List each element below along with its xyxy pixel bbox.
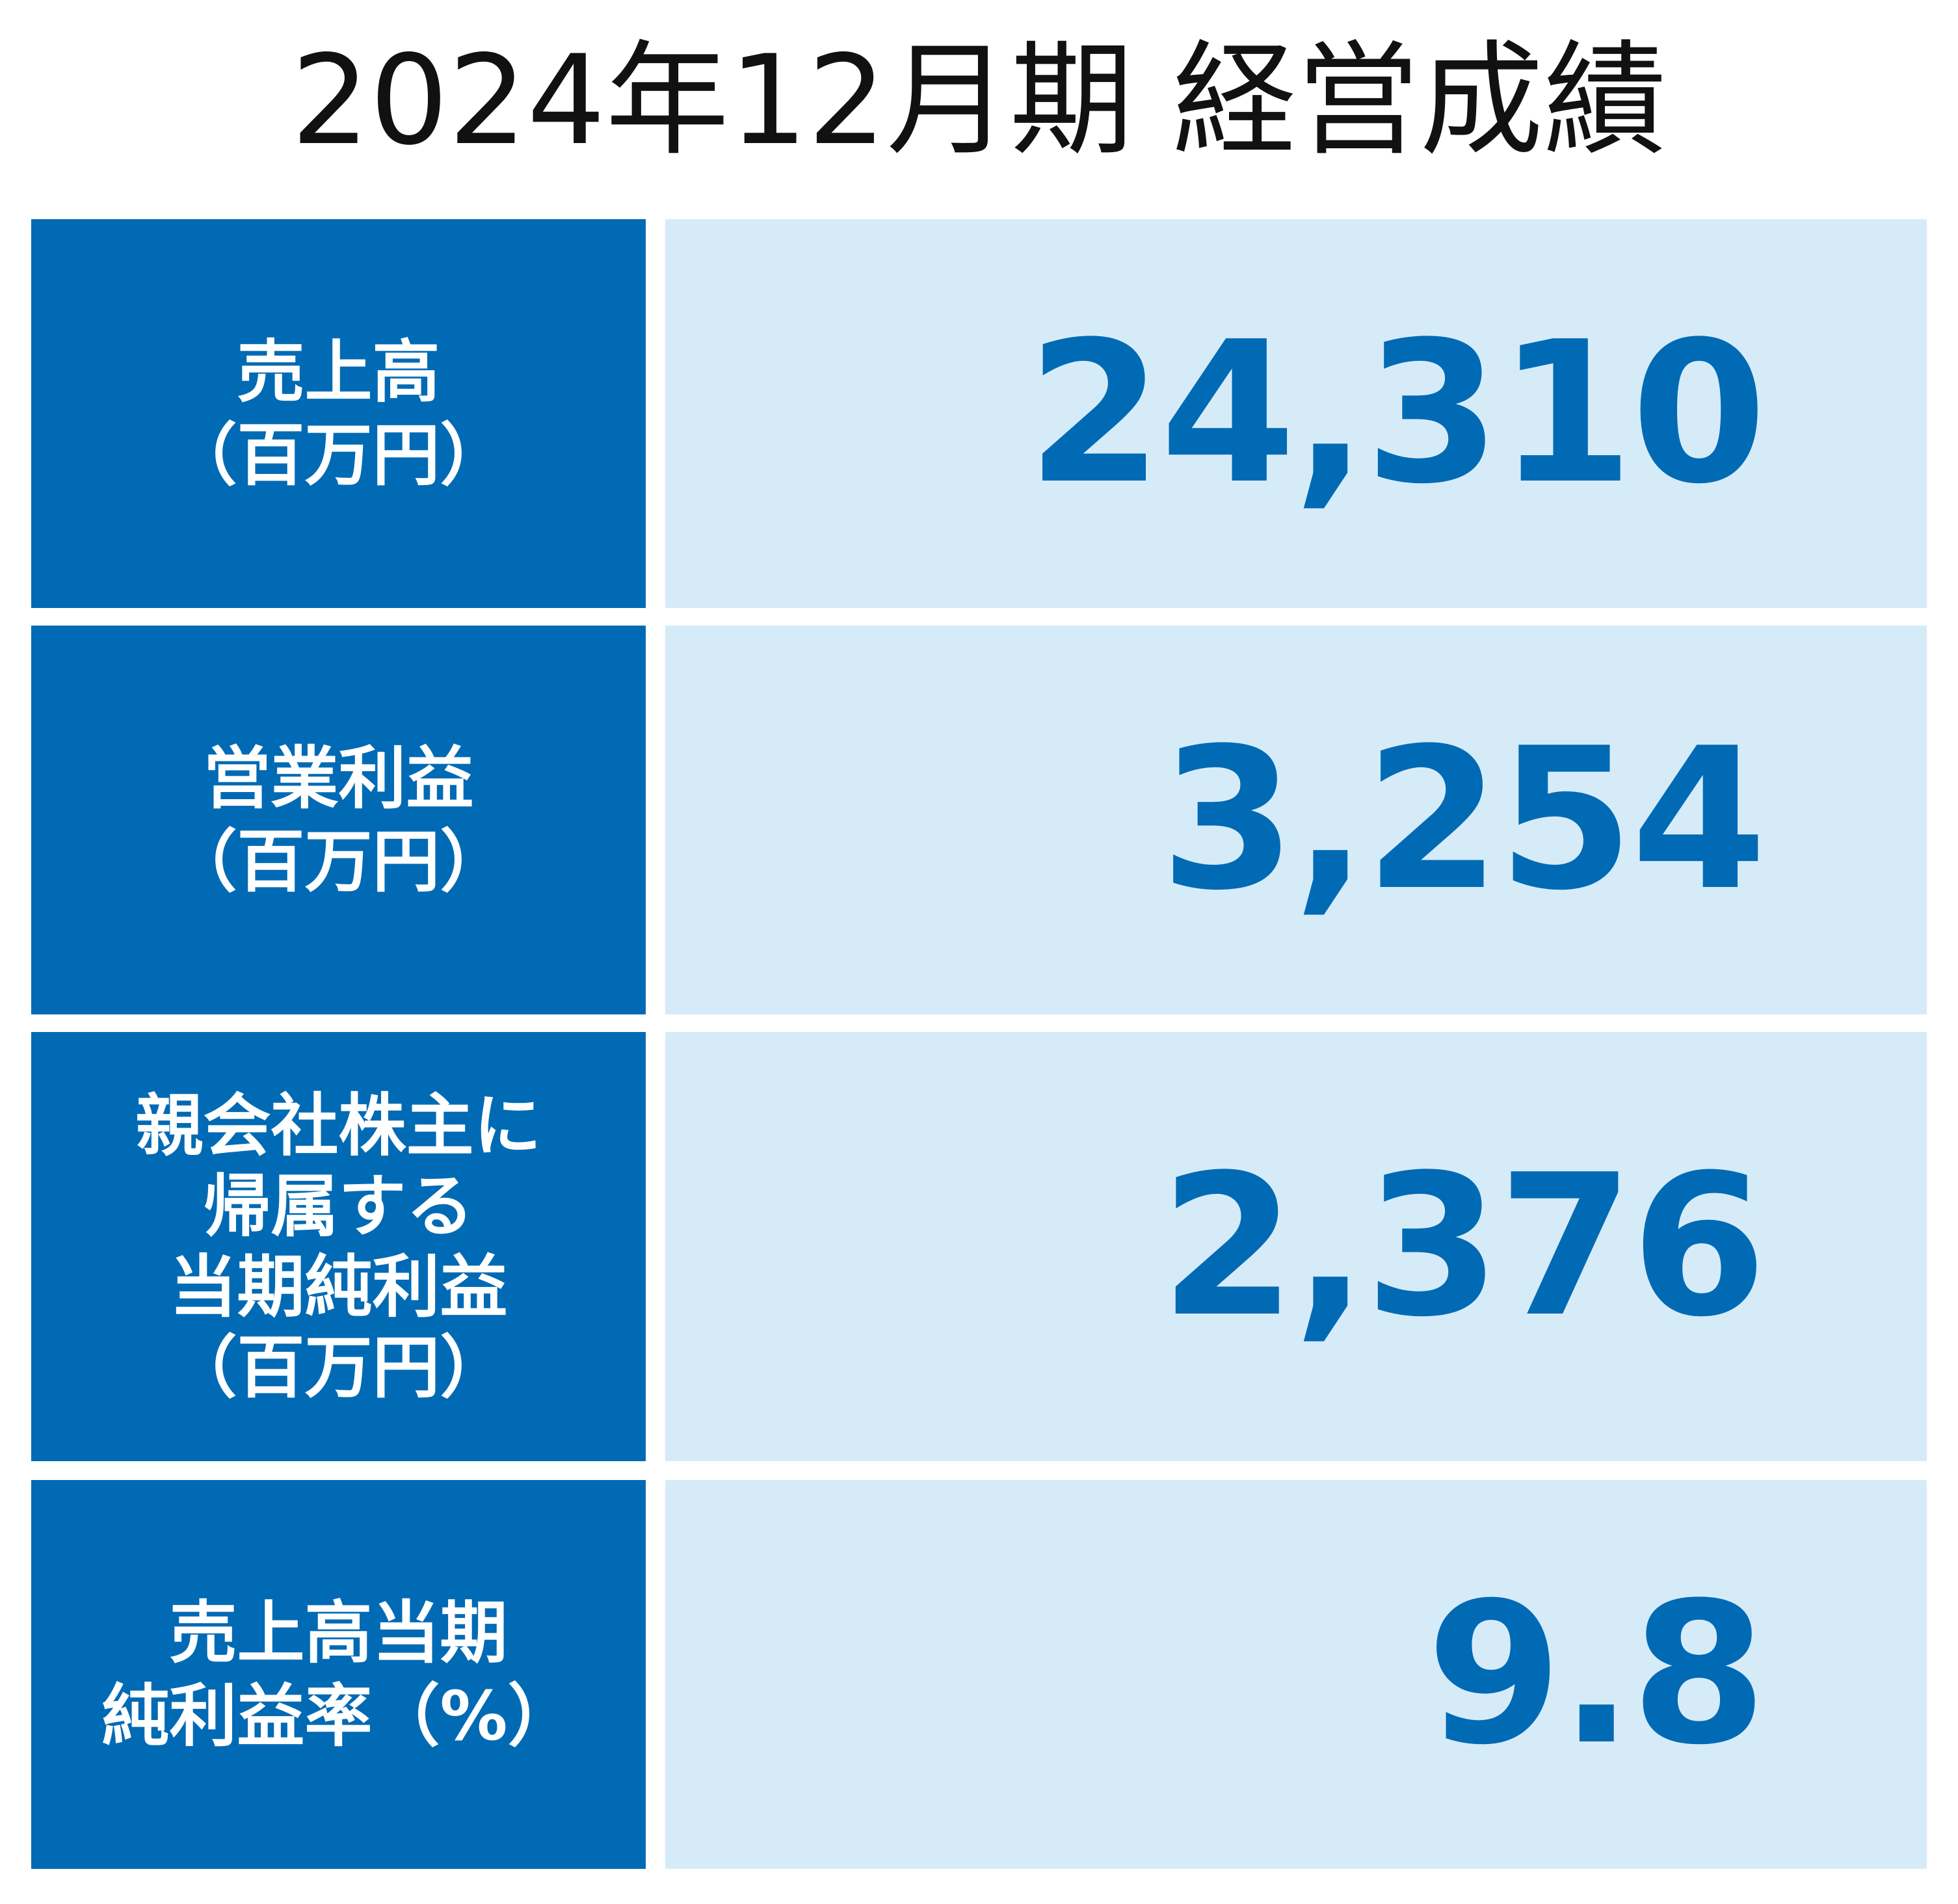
metric-label-line: 親会社株主に — [135, 1086, 542, 1165]
metric-label-line: 売上高当期 — [169, 1593, 508, 1673]
metric-label-line: 純利益率（%） — [101, 1676, 575, 1756]
metric-label-unit: （百万円） — [169, 822, 508, 901]
page-title: 2024年12月期 経営成績 — [291, 29, 1667, 172]
metric-value: 2,376 — [1160, 1133, 1767, 1360]
metric-row-net-margin: 売上高当期 純利益率（%） 9.8 — [31, 1480, 1927, 1869]
metric-label-unit: （百万円） — [169, 416, 508, 495]
metric-label-cell: 営業利益 （百万円） — [31, 626, 646, 1014]
metric-row-net-income: 親会社株主に 帰属する 当期純利益 （百万円） 2,376 — [31, 1032, 1927, 1461]
metric-value-cell: 2,376 — [665, 1032, 1927, 1461]
metric-row-net-sales: 売上高 （百万円） 24,310 — [31, 219, 1927, 608]
metric-value-cell: 24,310 — [665, 219, 1927, 608]
metric-value: 24,310 — [1027, 300, 1767, 527]
metric-label-line: 営業利益 — [203, 739, 474, 818]
metric-value-cell: 9.8 — [665, 1480, 1927, 1869]
metric-label-line: 当期純利益 — [169, 1247, 508, 1327]
metric-value-cell: 3,254 — [665, 626, 1927, 1014]
metric-label-cell: 親会社株主に 帰属する 当期純利益 （百万円） — [31, 1032, 646, 1461]
metric-value: 9.8 — [1426, 1561, 1767, 1788]
metric-label-unit: （百万円） — [169, 1328, 508, 1407]
metric-label-cell: 売上高 （百万円） — [31, 219, 646, 608]
metric-label-line: 売上高 — [237, 332, 440, 412]
metric-row-operating-income: 営業利益 （百万円） 3,254 — [31, 626, 1927, 1014]
metric-label-cell: 売上高当期 純利益率（%） — [31, 1480, 646, 1869]
metric-label-line: 帰属する — [203, 1167, 474, 1246]
metric-value: 3,254 — [1160, 706, 1767, 933]
